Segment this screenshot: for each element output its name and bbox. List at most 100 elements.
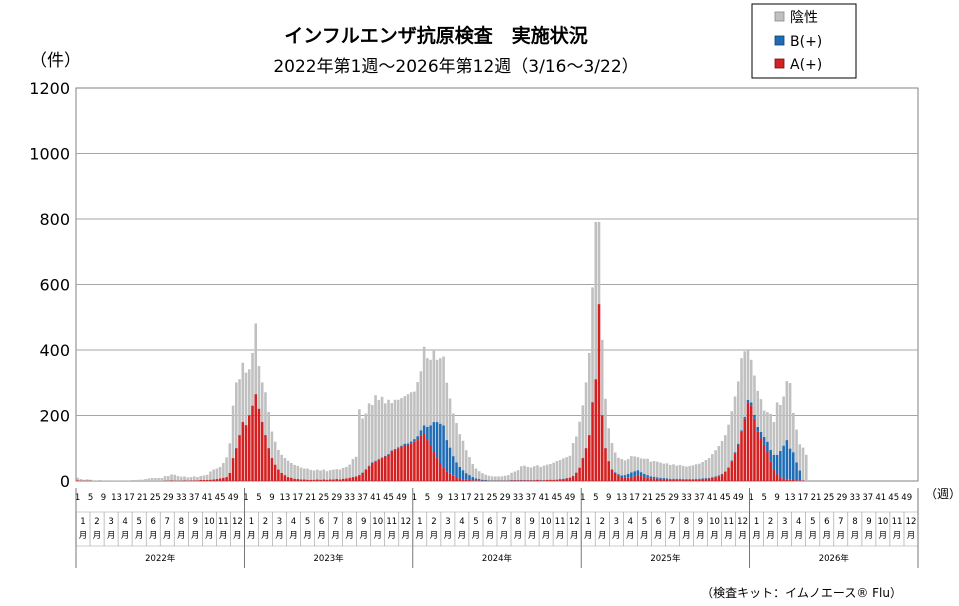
bar-b-positive (371, 462, 374, 463)
bar-a-positive (315, 479, 319, 481)
x-week-label: 33 (344, 493, 355, 503)
x-week-label: 13 (448, 493, 459, 503)
bar-negative (678, 464, 682, 479)
legend-swatch-b-positive (774, 35, 785, 46)
bar-a-positive (568, 477, 572, 481)
x-month-suffix: 月 (682, 531, 691, 541)
bar-negative (325, 471, 329, 480)
bar-b-positive (743, 416, 747, 419)
bar-b-positive (416, 436, 419, 441)
x-week-label: 21 (811, 493, 822, 503)
bar-a-positive (429, 444, 432, 481)
bar-negative (772, 422, 776, 455)
bar-b-positive (785, 440, 789, 480)
bar-a-positive (267, 448, 270, 481)
bar-negative (448, 398, 452, 448)
bar-a-positive (348, 477, 351, 481)
x-month-label: 11 (218, 517, 229, 527)
x-axis: 1 5 9 13 17 21 25 29 33 37 41 45 491月2月3月4月5月6月7月8月9… (75, 488, 919, 568)
bar-a-positive (643, 477, 646, 481)
bar-a-positive (371, 462, 374, 481)
bar-negative (332, 469, 335, 480)
bar-a-positive (552, 480, 555, 481)
bar-b-positive (377, 459, 381, 460)
bar-negative (108, 480, 112, 481)
bar-a-positive (322, 479, 326, 481)
bar-a-positive (351, 477, 355, 481)
bar-a-positive (565, 478, 568, 481)
bar-negative (163, 476, 167, 481)
x-week-label: 45 (720, 493, 731, 503)
bar-a-positive (222, 477, 225, 481)
x-month-label: 8 (179, 517, 184, 527)
x-month-label: 11 (892, 517, 903, 527)
bar-a-positive (296, 479, 300, 481)
bar-b-positive (766, 441, 769, 452)
x-month-suffix: 月 (556, 531, 565, 541)
legend-swatch-a-positive (774, 58, 785, 69)
bar-negative (766, 412, 769, 442)
bar-a-positive (364, 469, 368, 481)
x-month-suffix: 月 (472, 531, 481, 541)
bar-b-positive (435, 422, 439, 459)
bar-negative (199, 476, 202, 481)
bar-a-positive (306, 479, 309, 481)
x-month-suffix: 月 (416, 531, 425, 541)
bar-negative (749, 359, 753, 403)
x-month-suffix: 月 (500, 531, 509, 541)
bar-negative (490, 476, 494, 481)
x-month-label: 5 (305, 517, 310, 527)
x-week-label: 1 (748, 493, 753, 503)
bar-negative (736, 381, 740, 444)
bar-negative (785, 381, 789, 441)
x-month-label: 12 (400, 517, 411, 527)
x-month-suffix: 月 (121, 531, 130, 541)
bar-negative (584, 382, 588, 448)
bar-negative (529, 467, 533, 481)
bar-negative (445, 382, 449, 441)
bar-negative (186, 477, 190, 481)
bar-a-positive (775, 474, 779, 481)
x-month-label: 5 (136, 517, 141, 527)
x-week-label: 1 (75, 493, 80, 503)
bar-b-positive (717, 475, 721, 477)
x-month-label: 3 (782, 517, 787, 527)
x-month-suffix: 月 (780, 531, 789, 541)
bar-a-positive (464, 479, 468, 481)
bar-negative (173, 474, 177, 481)
x-month-suffix: 月 (837, 531, 846, 541)
bar-a-positive (254, 394, 258, 481)
bar-b-positive (367, 465, 371, 467)
x-week-label: 29 (163, 493, 174, 503)
x-month-label: 3 (277, 517, 282, 527)
x-month-suffix: 月 (724, 531, 733, 541)
bar-a-positive (542, 480, 546, 481)
bar-a-positive (756, 431, 759, 482)
bar-b-positive (668, 478, 672, 480)
bar-a-positive (685, 479, 688, 481)
x-week-label: 9 (438, 493, 443, 503)
bar-a-positive (286, 477, 290, 481)
bar-a-positive (558, 479, 562, 481)
bar-negative (487, 475, 491, 481)
bar-negative (432, 350, 436, 423)
bar-negative (724, 435, 727, 472)
bar-a-positive (636, 475, 640, 481)
bar-a-positive (228, 472, 232, 481)
bar-negative (675, 465, 679, 479)
y-tick-label: 200 (39, 407, 70, 426)
x-week-label: 17 (461, 493, 472, 503)
bar-a-positive (717, 476, 721, 481)
x-month-suffix: 月 (710, 531, 719, 541)
bar-negative (516, 470, 520, 481)
bar-a-positive (435, 458, 439, 481)
bar-negative (167, 476, 170, 481)
bar-a-positive (426, 440, 429, 481)
bar-negative (604, 398, 607, 448)
bar-negative (468, 457, 471, 476)
x-week-label: 5 (761, 493, 766, 503)
bar-a-positive (798, 480, 802, 481)
x-month-suffix: 月 (752, 531, 761, 541)
x-month-label: 8 (852, 517, 857, 527)
x-week-label: 13 (111, 493, 122, 503)
